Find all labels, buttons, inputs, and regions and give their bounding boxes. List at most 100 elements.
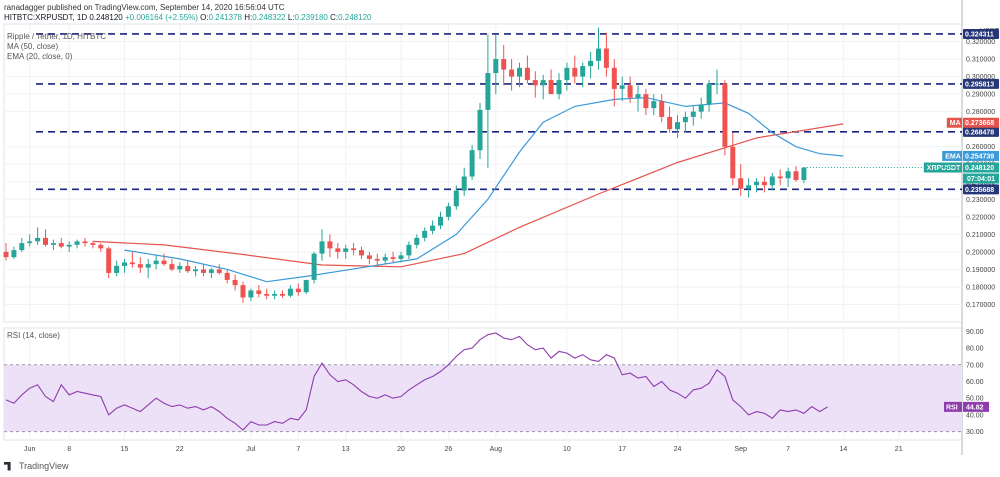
x-tick-label: 17 [618,446,626,453]
high-value: 0.248322 [252,13,286,22]
candle-body [74,241,80,245]
candle-body [580,66,586,77]
x-tick-label: 8 [67,446,71,453]
ema-legend[interactable]: EMA (20, close, 0) [7,52,73,61]
candle-body [761,181,767,186]
rsi-band [4,364,962,432]
low-label: L: [287,13,295,22]
candle-body [264,293,270,296]
candle-body [611,67,617,89]
candle-body [185,265,191,272]
candle-body [769,176,775,186]
rsi-legend[interactable]: RSI (14, close) [7,331,60,340]
candle-body [445,206,451,217]
candle-body [19,243,25,251]
rsi-tick-label: 70.00 [966,362,984,369]
rsi-tick-label: 50.00 [966,396,984,403]
candle-body [343,248,349,252]
high-label: H: [244,13,253,22]
x-tick-label: 21 [895,446,903,453]
candle-body [248,290,254,298]
candle-body [517,67,522,77]
candle-body [129,262,135,265]
candle-body [548,80,554,95]
candle-body [161,260,167,265]
rsi-tick-label: 90.00 [966,329,984,336]
level-tag-label: 0.295813 [965,81,994,88]
level-tag [963,126,999,137]
x-tick-label: 7 [786,446,790,453]
candle-body [540,80,546,86]
open-label: O: [200,13,209,22]
candle-body [706,83,712,105]
candle-body [272,293,278,296]
candle-body [422,230,428,238]
candle-body [232,279,238,286]
candle-body [469,150,475,177]
price-tag-name-box [946,117,962,128]
rsi-tick-label: 30.00 [966,429,984,436]
low-value: 0.239180 [294,13,328,22]
candle-body [682,116,688,123]
candle-body [659,101,665,117]
candle-body [82,241,88,244]
candle-body [722,83,728,147]
rsi-line [5,332,828,431]
price-tag-box [963,117,999,128]
level-tag-label: 0.324311 [965,31,994,38]
x-tick-label: 14 [840,446,848,453]
x-tick-label: Sep [734,446,747,453]
ma-50-line [92,123,844,268]
y-tick-label: 0.220000 [966,214,995,221]
x-tick-label: 7 [296,446,300,453]
candle-body [11,250,17,258]
x-tick-label: 22 [176,446,184,453]
candle-body [303,279,309,293]
x-tick-label: 15 [121,446,129,453]
y-tick-label: 0.210000 [966,232,995,239]
tradingview-logo[interactable]: TradingView [4,461,69,471]
candle-body [635,94,641,98]
candle-body [603,48,609,68]
close-label: C: [330,13,339,22]
candle-body [588,60,594,67]
price-tag-box [963,162,999,173]
candle-body [651,101,657,109]
x-tick-label: 10 [563,446,571,453]
price-tag-label: 0.248120 [965,165,994,172]
candle-body [596,48,601,61]
symbol: HITBTC:XRPUSDT, 1D [4,13,88,22]
candle-body [374,258,380,261]
candle-body [509,69,515,77]
candle-body [98,244,104,249]
candle-body [280,293,285,296]
y-tick-label: 0.200000 [966,249,995,256]
candle-body [524,67,530,81]
y-tick-label: 0.180000 [966,284,995,291]
rsi-tick-label: 60.00 [966,379,984,386]
open-value: 0.241378 [208,13,242,22]
rsi-value-label: 44.82 [966,404,984,411]
ma-legend[interactable]: MA (50, close) [7,42,59,51]
candle-body [619,85,625,89]
tradingview-logo-text: TradingView [19,461,69,471]
y-tick-label: 0.300000 [966,74,995,81]
candle-body [311,253,317,280]
level-tag [963,78,999,89]
candle-body [643,94,649,109]
y-tick-label: 0.310000 [966,57,995,64]
level-tag-label: 0.235688 [965,187,994,194]
y-tick-label: 0.170000 [966,302,995,309]
candle-body [193,269,199,272]
candle-body [327,241,333,249]
candle-body [137,264,143,268]
candle-body [398,255,404,259]
candle-body [746,185,752,189]
chart-title-legend[interactable]: Ripple / Tether, 1D, HITBTC [7,32,106,41]
candle-body [177,265,183,270]
candle-body [27,241,33,244]
y-tick-label: 0.320000 [966,39,995,46]
x-tick-label: 26 [445,446,453,453]
candle-body [438,216,443,226]
